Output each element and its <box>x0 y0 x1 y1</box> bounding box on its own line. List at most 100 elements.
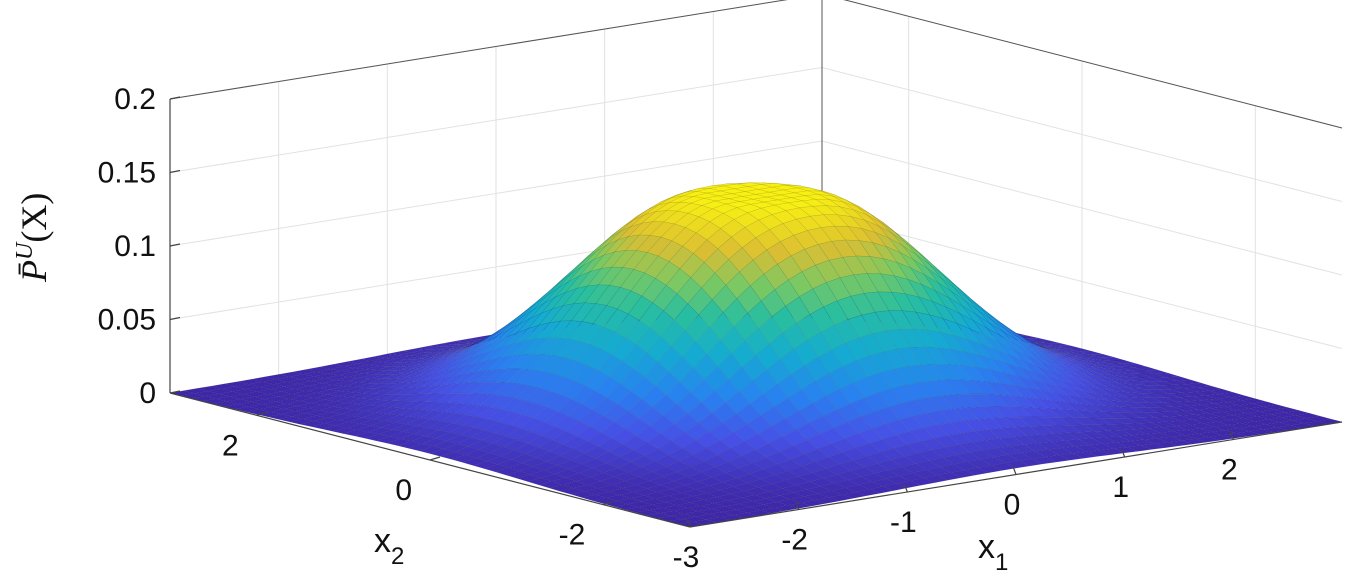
surface-patch <box>671 513 696 520</box>
surface-patch <box>652 210 678 223</box>
surface-patch <box>221 386 247 392</box>
surface-patch <box>649 476 675 486</box>
surface-patch <box>624 476 651 485</box>
surface-patch <box>627 221 654 237</box>
surface-patch <box>1211 406 1237 412</box>
surface-patch <box>765 451 792 465</box>
x2-tick-mark <box>429 456 441 461</box>
x1-tick-label: -3 <box>673 541 700 574</box>
surface-patch <box>964 419 990 432</box>
surface-patch <box>638 504 664 511</box>
surface-patch <box>898 472 925 481</box>
surface-patch <box>419 359 445 369</box>
surface-patch <box>472 460 499 469</box>
surface-patch <box>525 290 550 312</box>
x2-tick-label: -2 <box>559 519 586 552</box>
surface-patch <box>332 427 357 434</box>
x2-axis-ticks: -2 0 2 <box>222 411 614 552</box>
surface-patch <box>879 448 906 461</box>
x1-tick-mark <box>903 483 908 493</box>
surface-patch <box>725 467 751 479</box>
surface-patch <box>792 489 819 497</box>
surface-patch <box>1130 412 1155 418</box>
surface-patch <box>773 470 800 481</box>
surface-patch <box>407 443 434 452</box>
surface-patch <box>716 493 743 501</box>
surface-patch <box>764 199 789 206</box>
surface-patch <box>926 410 952 426</box>
surface-patch <box>370 393 396 401</box>
surface-patch <box>668 356 694 383</box>
surface-patch <box>535 390 561 408</box>
z-tick-mark <box>169 316 181 321</box>
surface-patch <box>720 219 746 238</box>
surface-patch <box>1195 436 1220 443</box>
surface-patch <box>576 268 602 289</box>
surface-patch <box>1138 377 1164 382</box>
surface-patch <box>343 429 368 437</box>
surface-patch <box>373 353 399 359</box>
surface-patch <box>983 334 1009 355</box>
surface-patch <box>891 385 917 404</box>
x1-axis-label-sub: 1 <box>995 549 1008 576</box>
surface-patch <box>414 356 439 363</box>
surface-patch <box>388 431 415 439</box>
surface-patch <box>554 415 580 432</box>
z-axis-label: P̄U(X) <box>12 193 54 283</box>
surface-patch <box>478 394 504 408</box>
surface-patch <box>281 411 306 417</box>
surface-patch <box>506 317 531 338</box>
surface-patch <box>311 378 336 384</box>
surface-patch <box>494 467 521 476</box>
surface-patch <box>951 291 976 315</box>
surface-patch <box>570 302 597 322</box>
surface-patch <box>959 288 985 310</box>
surface-patch <box>511 338 537 357</box>
surface-patch <box>1075 444 1101 452</box>
surface-patch <box>1073 354 1099 360</box>
surface-patch <box>638 471 664 482</box>
surface-patch <box>942 318 968 340</box>
x1-axis-ticks: -3 -2 -1 0 1 2 <box>673 431 1238 574</box>
surface-patch <box>505 368 531 384</box>
surface-patch <box>861 312 887 334</box>
surface-mesh <box>169 182 1343 528</box>
surface-patch <box>931 379 957 396</box>
box-top-edge <box>169 0 1343 129</box>
surface-patch <box>1002 426 1028 438</box>
surface-patch <box>440 451 466 460</box>
surface-patch <box>530 354 556 372</box>
z-tick-mark <box>169 243 181 247</box>
surface-patch <box>997 320 1023 338</box>
surface-patch <box>977 354 1004 373</box>
surface-patch <box>1048 408 1074 418</box>
surface-patch <box>522 295 548 317</box>
surface-patch <box>581 458 607 469</box>
surface-patch <box>500 340 526 358</box>
x1-axis-label: x1 <box>978 528 1008 576</box>
z-grid-line <box>169 0 1343 129</box>
x1-tick-mark <box>795 501 800 510</box>
x1-tick-label: 2 <box>1221 454 1238 487</box>
surface-patch <box>264 396 290 402</box>
surface-patch <box>1007 406 1033 418</box>
surface-patch <box>310 399 336 405</box>
surface-patch <box>810 187 835 195</box>
x2-axis-label-base: x <box>374 522 391 560</box>
z-tick-label: 0.2 <box>114 83 156 116</box>
surface-patch <box>744 328 770 356</box>
surface-patch <box>673 476 699 486</box>
surface-patch <box>517 312 542 333</box>
x2-tick-label: 0 <box>395 474 412 507</box>
surface-patch <box>538 305 564 326</box>
surface-patch <box>923 424 949 439</box>
surface-patch <box>348 392 374 399</box>
surface-patch <box>950 469 976 478</box>
surface-patch <box>907 278 933 302</box>
surface-patch <box>354 382 379 389</box>
surface-patch <box>408 362 434 370</box>
z-tick-label: 0 <box>139 377 156 410</box>
surface-patch <box>400 360 426 367</box>
surface-patch <box>321 425 347 432</box>
x1-tick-label: -2 <box>781 524 808 557</box>
